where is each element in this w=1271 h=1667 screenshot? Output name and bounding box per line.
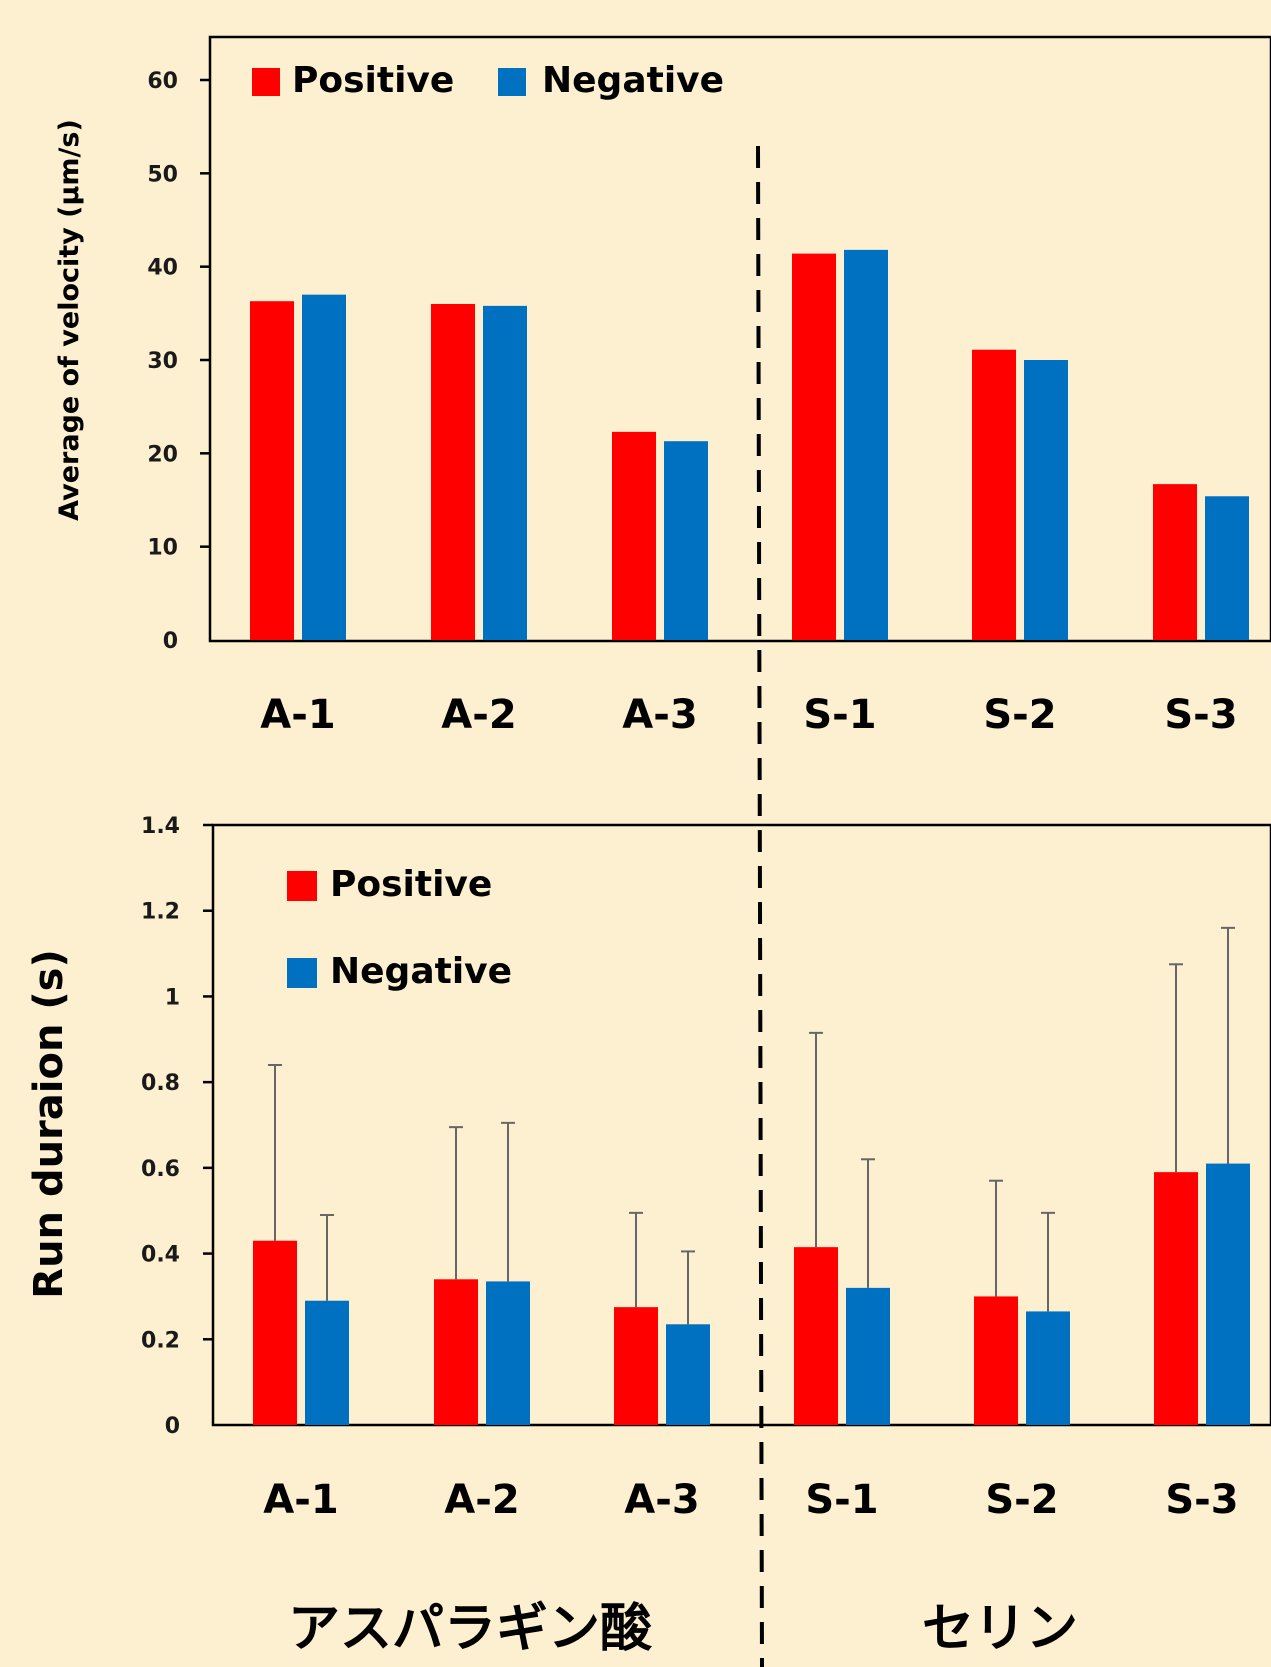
velocity-bar-s-3-positive <box>1153 484 1197 640</box>
velocity-bar-s-2-positive <box>972 349 1016 640</box>
velocity-chart: 0 10 20 30 40 50 60 A-1 A-2 A-3 S-1 S-2 S-3 Average… <box>54 35 1271 738</box>
velocity-bar-a-1-positive <box>250 301 294 640</box>
velocity-legend: Positive Negative <box>252 60 724 101</box>
duration-plot-frame <box>211 823 1271 1427</box>
duration-bar-a-2-positive <box>434 1279 478 1425</box>
duration-bar-a-3-positive <box>614 1307 658 1425</box>
velocity-plot-frame <box>208 35 1271 643</box>
velocity-bar-s-2-negative <box>1024 360 1068 640</box>
velocity-y-tick-label: 40 <box>147 256 178 281</box>
duration-y-tick-label: 0.6 <box>141 1157 180 1182</box>
duration-legend-positive-swatch <box>287 871 317 901</box>
duration-bar-a-2-negative <box>486 1281 530 1425</box>
duration-y-tick-label: 0.8 <box>141 1071 180 1096</box>
velocity-y-tick-label: 50 <box>147 162 178 187</box>
velocity-legend-negative-swatch <box>498 68 526 96</box>
group-label-serine: セリン <box>922 1599 1078 1659</box>
velocity-bar-s-1-negative <box>844 249 888 640</box>
duration-legend-positive-label: Positive <box>330 864 492 905</box>
duration-x-tick-s-3: S-3 <box>1165 1477 1238 1523</box>
velocity-y-ticks: 0 10 20 30 40 50 60 <box>147 69 210 654</box>
velocity-y-tick-label: 30 <box>147 349 178 374</box>
velocity-legend-positive-label: Positive <box>292 60 454 101</box>
velocity-bar-a-3-negative <box>664 441 708 640</box>
velocity-y-tick-label: 10 <box>147 536 178 561</box>
duration-y-tick-label: 1.2 <box>141 900 180 925</box>
duration-legend-negative-swatch <box>287 958 317 988</box>
duration-bar-s-3-positive <box>1154 1172 1198 1425</box>
velocity-x-tick-s-2: S-2 <box>983 692 1056 738</box>
duration-bar-s-2-negative <box>1026 1311 1070 1425</box>
duration-bar-s-3-negative <box>1206 1163 1250 1425</box>
duration-bar-s-1-positive <box>794 1247 838 1425</box>
duration-y-tick-label: 1 <box>165 985 180 1010</box>
duration-y-tick-label: 1.4 <box>141 814 180 839</box>
group-label-aspartate: アスパラギン酸 <box>288 1599 653 1659</box>
duration-bar-a-1-positive <box>253 1240 297 1425</box>
velocity-x-tick-a-1: A-1 <box>260 692 335 738</box>
group-divider-line <box>756 145 764 1667</box>
duration-bar-s-2-positive <box>974 1296 1018 1425</box>
duration-bar-a-3-negative <box>666 1324 710 1425</box>
duration-x-tick-s-1: S-1 <box>805 1477 878 1523</box>
velocity-bar-a-3-positive <box>612 431 656 640</box>
velocity-x-ticks: A-1 A-2 A-3 S-1 S-2 S-3 <box>260 692 1237 738</box>
velocity-legend-negative-label: Negative <box>542 60 724 101</box>
duration-x-ticks: A-1 A-2 A-3 S-1 S-2 S-3 <box>263 1477 1238 1523</box>
duration-y-tick-label: 0.2 <box>141 1328 180 1353</box>
velocity-y-tick-label: 0 <box>163 629 178 654</box>
velocity-bar-s-1-positive <box>792 253 836 640</box>
velocity-bar-a-2-positive <box>431 304 475 640</box>
velocity-bars <box>250 249 1249 640</box>
velocity-bar-a-2-negative <box>483 305 527 640</box>
run-duration-chart: 00.20.40.60.811.21.4 A-1 A-2 A-3 S-1 S-2 S-3 … <box>26 814 1271 1523</box>
duration-y-ticks: 0 0.2 0.4 0.6 0.8 1 1.2 1.4 <box>141 814 213 1439</box>
velocity-bar-a-1-negative <box>302 294 346 640</box>
duration-y-tick-label: 0 <box>165 1414 180 1439</box>
duration-x-tick-a-1: A-1 <box>263 1477 338 1523</box>
velocity-y-tick-label: 20 <box>147 442 178 467</box>
duration-x-tick-a-2: A-2 <box>444 1477 519 1523</box>
velocity-x-tick-s-1: S-1 <box>803 692 876 738</box>
velocity-y-tick-label: 60 <box>147 69 178 94</box>
velocity-x-tick-a-2: A-2 <box>441 692 516 738</box>
duration-x-tick-a-3: A-3 <box>624 1477 699 1523</box>
duration-bars <box>253 1163 1250 1425</box>
velocity-x-tick-a-3: A-3 <box>622 692 697 738</box>
duration-bar-s-1-negative <box>846 1287 890 1425</box>
duration-y-axis-label: Run duraion (s) <box>26 949 72 1298</box>
velocity-x-tick-s-3: S-3 <box>1164 692 1237 738</box>
duration-legend-negative-label: Negative <box>330 951 512 992</box>
velocity-legend-positive-swatch <box>252 68 280 96</box>
duration-x-tick-s-2: S-2 <box>985 1477 1058 1523</box>
duration-y-tick-label: 0.4 <box>141 1243 180 1268</box>
duration-bar-a-1-negative <box>305 1300 349 1425</box>
duration-error-bars <box>268 926 1235 1325</box>
duration-legend: Positive Negative <box>287 864 512 992</box>
velocity-bar-s-3-negative <box>1205 496 1249 640</box>
velocity-y-axis-label: Average of velocity (μm/s) <box>54 119 85 521</box>
